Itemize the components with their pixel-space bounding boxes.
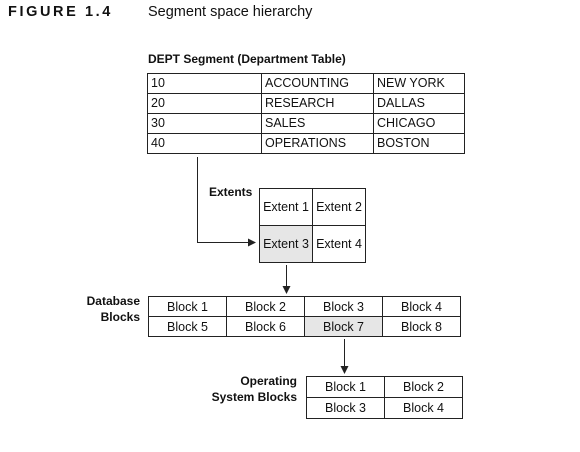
table-row: 30 SALES CHICAGO bbox=[147, 113, 465, 134]
db-block-cell: Block 4 bbox=[382, 296, 461, 317]
extents-label: Extents bbox=[209, 185, 253, 199]
extents-grid: Extent 1 Extent 2 Extent 3 Extent 4 bbox=[259, 188, 366, 263]
dept-cell-loc: CHICAGO bbox=[373, 113, 465, 134]
os-blocks-label-line2: System Blocks bbox=[211, 390, 297, 404]
table-row: 10 ACCOUNTING NEW YORK bbox=[147, 73, 465, 94]
table-row: 40 OPERATIONS BOSTON bbox=[147, 133, 465, 154]
db-block-cell: Block 8 bbox=[382, 316, 461, 337]
extent-cell: Extent 2 bbox=[312, 188, 366, 226]
extent-cell-highlighted: Extent 3 bbox=[259, 225, 313, 263]
db-block-cell: Block 1 bbox=[148, 296, 227, 317]
database-blocks-label-line2: Blocks bbox=[100, 310, 140, 324]
dept-cell-dname: SALES bbox=[261, 113, 374, 134]
extent-cell: Extent 1 bbox=[259, 188, 313, 226]
segment-title: DEPT Segment (Department Table) bbox=[148, 52, 346, 66]
dept-cell-loc: BOSTON bbox=[373, 133, 465, 154]
dept-cell-dname: ACCOUNTING bbox=[261, 73, 374, 94]
os-block-cell: Block 3 bbox=[306, 397, 385, 419]
os-blocks-grid: Block 1 Block 2 Block 3 Block 4 bbox=[306, 376, 463, 419]
os-block-cell: Block 1 bbox=[306, 376, 385, 398]
figure-title: Segment space hierarchy bbox=[148, 4, 313, 20]
database-blocks-grid: Block 1 Block 2 Block 3 Block 4 Block 5 … bbox=[148, 296, 461, 337]
extent-cell: Extent 4 bbox=[312, 225, 366, 263]
db-block-cell: Block 6 bbox=[226, 316, 305, 337]
figure-number: FIGURE 1.4 bbox=[8, 4, 113, 20]
db-block-cell: Block 5 bbox=[148, 316, 227, 337]
arrow-segment-to-extent bbox=[197, 157, 256, 247]
os-blocks-label-line1: Operating bbox=[240, 374, 297, 388]
dept-cell-dname: OPERATIONS bbox=[261, 133, 374, 154]
database-blocks-label-line1: Database bbox=[86, 294, 140, 308]
dept-cell-loc: DALLAS bbox=[373, 93, 465, 114]
dept-cell-loc: NEW YORK bbox=[373, 73, 465, 94]
dept-table: 10 ACCOUNTING NEW YORK 20 RESEARCH DALLA… bbox=[147, 73, 465, 154]
os-block-cell: Block 4 bbox=[384, 397, 463, 419]
